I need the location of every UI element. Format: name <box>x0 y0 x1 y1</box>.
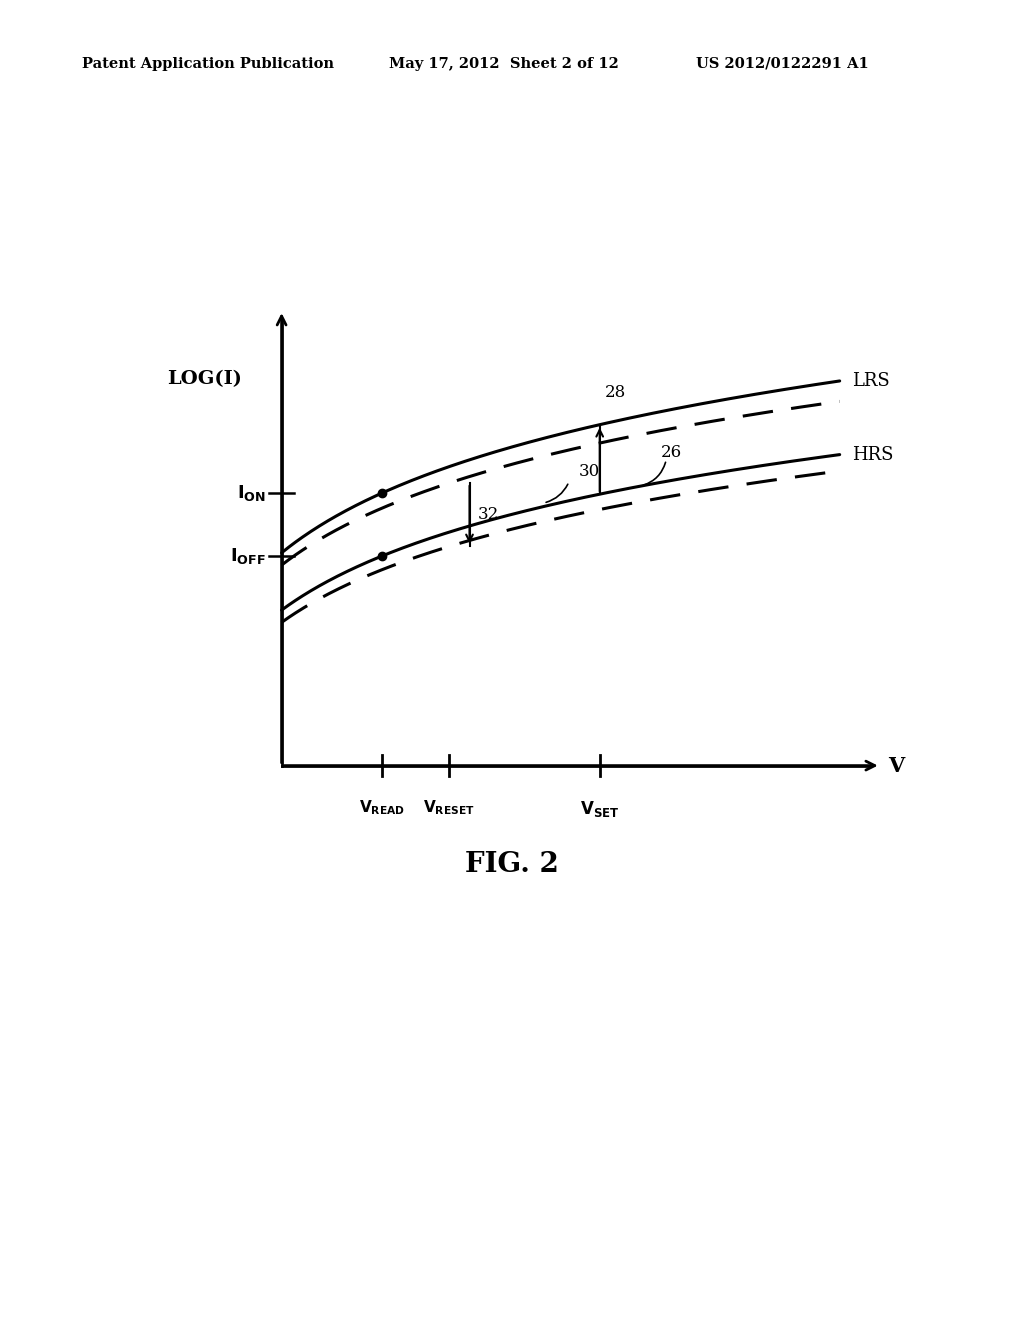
Text: May 17, 2012  Sheet 2 of 12: May 17, 2012 Sheet 2 of 12 <box>389 57 618 71</box>
Text: $\mathbf{V_{SET}}$: $\mathbf{V_{SET}}$ <box>580 799 620 818</box>
Text: Patent Application Publication: Patent Application Publication <box>82 57 334 71</box>
Text: HRS: HRS <box>852 446 894 463</box>
Text: FIG. 2: FIG. 2 <box>465 851 559 878</box>
Text: 30: 30 <box>580 462 600 479</box>
Text: US 2012/0122291 A1: US 2012/0122291 A1 <box>696 57 869 71</box>
Text: LOG(I): LOG(I) <box>167 370 243 388</box>
Text: $\mathbf{I_{OFF}}$: $\mathbf{I_{OFF}}$ <box>230 546 266 566</box>
Text: LRS: LRS <box>852 372 890 389</box>
Text: $\mathbf{V_{RESET}}$: $\mathbf{V_{RESET}}$ <box>423 799 475 817</box>
Text: 32: 32 <box>477 506 499 523</box>
Text: 28: 28 <box>605 384 626 401</box>
Text: $\mathbf{I_{ON}}$: $\mathbf{I_{ON}}$ <box>238 483 266 503</box>
Text: 26: 26 <box>662 445 682 462</box>
Text: $\mathbf{V_{READ}}$: $\mathbf{V_{READ}}$ <box>359 799 406 817</box>
Text: V: V <box>888 755 904 776</box>
